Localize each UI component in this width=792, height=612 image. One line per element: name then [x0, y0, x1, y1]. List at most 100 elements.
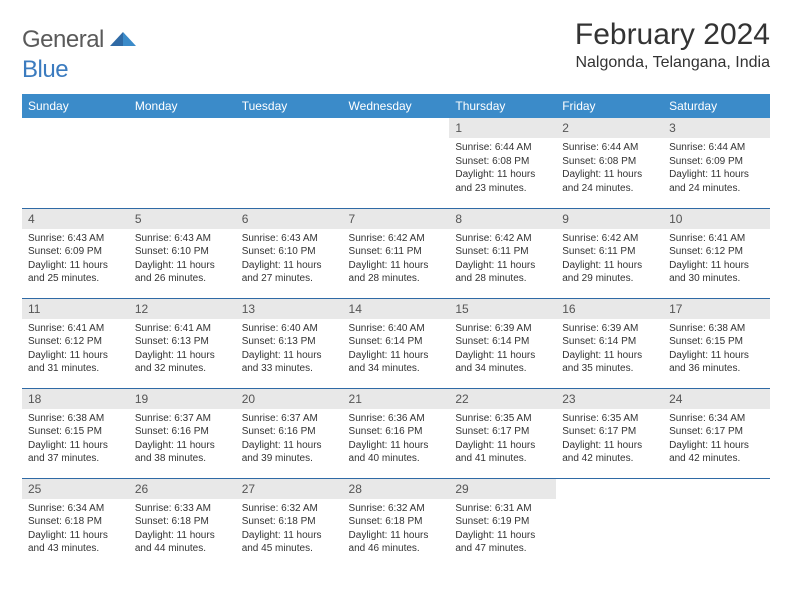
day-cell: [343, 118, 450, 208]
day-content: Sunrise: 6:36 AMSunset: 6:16 PMDaylight:…: [343, 409, 450, 472]
day-number: 11: [22, 299, 129, 319]
day-number: 29: [449, 479, 556, 499]
week-row: 4Sunrise: 6:43 AMSunset: 6:09 PMDaylight…: [22, 208, 770, 298]
day-number: 17: [663, 299, 770, 319]
logo: General: [22, 18, 138, 54]
day-number: 1: [449, 118, 556, 138]
day-number: 15: [449, 299, 556, 319]
logo-text-general: General: [22, 26, 104, 54]
day-cell: 13Sunrise: 6:40 AMSunset: 6:13 PMDayligh…: [236, 298, 343, 388]
day-number: 21: [343, 389, 450, 409]
day-number: 23: [556, 389, 663, 409]
day-cell: 25Sunrise: 6:34 AMSunset: 6:18 PMDayligh…: [22, 478, 129, 568]
day-cell: 8Sunrise: 6:42 AMSunset: 6:11 PMDaylight…: [449, 208, 556, 298]
day-number: 20: [236, 389, 343, 409]
day-cell: 17Sunrise: 6:38 AMSunset: 6:15 PMDayligh…: [663, 298, 770, 388]
day-content: Sunrise: 6:32 AMSunset: 6:18 PMDaylight:…: [236, 499, 343, 562]
month-title: February 2024: [575, 18, 770, 52]
day-content: Sunrise: 6:42 AMSunset: 6:11 PMDaylight:…: [556, 229, 663, 292]
dayhead-sat: Saturday: [663, 94, 770, 118]
day-content: Sunrise: 6:35 AMSunset: 6:17 PMDaylight:…: [556, 409, 663, 472]
day-content: Sunrise: 6:39 AMSunset: 6:14 PMDaylight:…: [449, 319, 556, 382]
day-number: 7: [343, 209, 450, 229]
calendar-page: General February 2024 Nalgonda, Telangan…: [0, 0, 792, 586]
day-cell: 15Sunrise: 6:39 AMSunset: 6:14 PMDayligh…: [449, 298, 556, 388]
day-number: 6: [236, 209, 343, 229]
day-number: 5: [129, 209, 236, 229]
day-number: 8: [449, 209, 556, 229]
day-number: 2: [556, 118, 663, 138]
day-number: 19: [129, 389, 236, 409]
day-content: Sunrise: 6:31 AMSunset: 6:19 PMDaylight:…: [449, 499, 556, 562]
day-cell: 3Sunrise: 6:44 AMSunset: 6:09 PMDaylight…: [663, 118, 770, 208]
day-cell: [236, 118, 343, 208]
day-cell: 24Sunrise: 6:34 AMSunset: 6:17 PMDayligh…: [663, 388, 770, 478]
day-number: 9: [556, 209, 663, 229]
day-content: Sunrise: 6:38 AMSunset: 6:15 PMDaylight:…: [663, 319, 770, 382]
day-cell: 16Sunrise: 6:39 AMSunset: 6:14 PMDayligh…: [556, 298, 663, 388]
day-number: 13: [236, 299, 343, 319]
day-cell: 2Sunrise: 6:44 AMSunset: 6:08 PMDaylight…: [556, 118, 663, 208]
calendar-body: 1Sunrise: 6:44 AMSunset: 6:08 PMDaylight…: [22, 118, 770, 568]
day-cell: 29Sunrise: 6:31 AMSunset: 6:19 PMDayligh…: [449, 478, 556, 568]
day-cell: [556, 478, 663, 568]
week-row: 25Sunrise: 6:34 AMSunset: 6:18 PMDayligh…: [22, 478, 770, 568]
day-number: 27: [236, 479, 343, 499]
day-number: 16: [556, 299, 663, 319]
day-content: Sunrise: 6:43 AMSunset: 6:10 PMDaylight:…: [236, 229, 343, 292]
week-row: 1Sunrise: 6:44 AMSunset: 6:08 PMDaylight…: [22, 118, 770, 208]
dayhead-sun: Sunday: [22, 94, 129, 118]
day-cell: [663, 478, 770, 568]
day-content: Sunrise: 6:41 AMSunset: 6:12 PMDaylight:…: [663, 229, 770, 292]
day-cell: 12Sunrise: 6:41 AMSunset: 6:13 PMDayligh…: [129, 298, 236, 388]
day-cell: 6Sunrise: 6:43 AMSunset: 6:10 PMDaylight…: [236, 208, 343, 298]
day-number: 10: [663, 209, 770, 229]
calendar-table: Sunday Monday Tuesday Wednesday Thursday…: [22, 94, 770, 568]
dayhead-mon: Monday: [129, 94, 236, 118]
day-number: 3: [663, 118, 770, 138]
day-number: 26: [129, 479, 236, 499]
day-content: Sunrise: 6:37 AMSunset: 6:16 PMDaylight:…: [236, 409, 343, 472]
day-content: Sunrise: 6:32 AMSunset: 6:18 PMDaylight:…: [343, 499, 450, 562]
day-content: Sunrise: 6:42 AMSunset: 6:11 PMDaylight:…: [449, 229, 556, 292]
week-row: 18Sunrise: 6:38 AMSunset: 6:15 PMDayligh…: [22, 388, 770, 478]
day-number: 12: [129, 299, 236, 319]
day-cell: 14Sunrise: 6:40 AMSunset: 6:14 PMDayligh…: [343, 298, 450, 388]
day-cell: [129, 118, 236, 208]
day-content: Sunrise: 6:40 AMSunset: 6:13 PMDaylight:…: [236, 319, 343, 382]
day-number: 14: [343, 299, 450, 319]
day-cell: [22, 118, 129, 208]
day-cell: 9Sunrise: 6:42 AMSunset: 6:11 PMDaylight…: [556, 208, 663, 298]
day-content: Sunrise: 6:34 AMSunset: 6:17 PMDaylight:…: [663, 409, 770, 472]
day-cell: 21Sunrise: 6:36 AMSunset: 6:16 PMDayligh…: [343, 388, 450, 478]
day-content: Sunrise: 6:42 AMSunset: 6:11 PMDaylight:…: [343, 229, 450, 292]
day-cell: 11Sunrise: 6:41 AMSunset: 6:12 PMDayligh…: [22, 298, 129, 388]
day-content: Sunrise: 6:38 AMSunset: 6:15 PMDaylight:…: [22, 409, 129, 472]
day-cell: 22Sunrise: 6:35 AMSunset: 6:17 PMDayligh…: [449, 388, 556, 478]
day-content: Sunrise: 6:41 AMSunset: 6:12 PMDaylight:…: [22, 319, 129, 382]
day-cell: 27Sunrise: 6:32 AMSunset: 6:18 PMDayligh…: [236, 478, 343, 568]
day-content: Sunrise: 6:44 AMSunset: 6:08 PMDaylight:…: [556, 138, 663, 201]
day-cell: 10Sunrise: 6:41 AMSunset: 6:12 PMDayligh…: [663, 208, 770, 298]
dayhead-wed: Wednesday: [343, 94, 450, 118]
day-number: 24: [663, 389, 770, 409]
day-content: Sunrise: 6:43 AMSunset: 6:09 PMDaylight:…: [22, 229, 129, 292]
day-content: Sunrise: 6:40 AMSunset: 6:14 PMDaylight:…: [343, 319, 450, 382]
logo-text-blue: Blue: [22, 56, 68, 84]
day-number: 28: [343, 479, 450, 499]
day-cell: 4Sunrise: 6:43 AMSunset: 6:09 PMDaylight…: [22, 208, 129, 298]
day-number: 4: [22, 209, 129, 229]
day-content: Sunrise: 6:39 AMSunset: 6:14 PMDaylight:…: [556, 319, 663, 382]
day-cell: 19Sunrise: 6:37 AMSunset: 6:16 PMDayligh…: [129, 388, 236, 478]
title-block: February 2024 Nalgonda, Telangana, India: [575, 18, 770, 72]
day-number: 18: [22, 389, 129, 409]
dayhead-fri: Friday: [556, 94, 663, 118]
day-content: Sunrise: 6:37 AMSunset: 6:16 PMDaylight:…: [129, 409, 236, 472]
day-number: 22: [449, 389, 556, 409]
day-cell: 1Sunrise: 6:44 AMSunset: 6:08 PMDaylight…: [449, 118, 556, 208]
day-cell: 23Sunrise: 6:35 AMSunset: 6:17 PMDayligh…: [556, 388, 663, 478]
dayhead-tue: Tuesday: [236, 94, 343, 118]
day-content: Sunrise: 6:44 AMSunset: 6:09 PMDaylight:…: [663, 138, 770, 201]
day-content: Sunrise: 6:41 AMSunset: 6:13 PMDaylight:…: [129, 319, 236, 382]
day-cell: 28Sunrise: 6:32 AMSunset: 6:18 PMDayligh…: [343, 478, 450, 568]
